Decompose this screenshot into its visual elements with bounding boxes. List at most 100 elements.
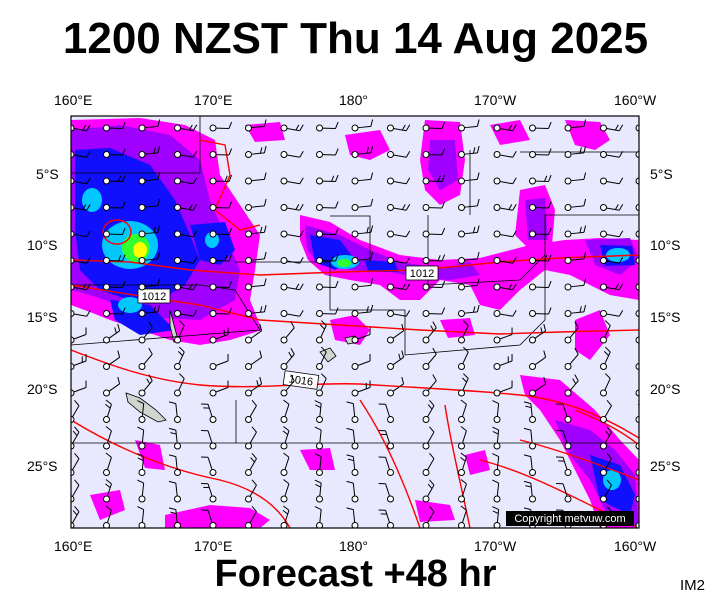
wind-station [564,151,572,158]
wind-station [529,257,536,264]
wind-barb-feather [430,325,435,332]
wind-station [103,522,110,528]
wind-barb-feather [122,121,126,129]
wind-barb-feather [472,226,476,233]
wind-station [138,522,146,528]
wind-barb-shaft [319,456,322,470]
wind-barb-shaft [606,234,620,238]
wind-barb-shaft [562,430,568,444]
wind-barb-shaft [570,205,584,208]
wind-station [600,389,607,397]
wind-station [71,310,75,317]
wind-barb-feather [122,201,126,209]
wind-barb-shaft [357,152,371,155]
wind-station [422,495,430,503]
wind-barb-feather [188,124,193,131]
wind-barb-shaft [604,351,611,364]
wind-barb-shaft [285,353,295,365]
wind-station [351,283,359,291]
wind-station [458,495,465,503]
wind-barb-shaft [562,404,568,417]
wind-barb-shaft [141,403,145,417]
wind-station [458,151,465,158]
wind-barb-shaft [73,260,87,264]
wind-station [71,495,75,503]
wind-barb-shaft [144,231,158,235]
wind-barb-shaft [286,154,300,158]
wind-station [458,389,465,397]
wind-barb-feather [460,505,467,511]
wind-barb-shaft [427,511,435,524]
wind-barb-feather [86,150,91,158]
wind-barb-feather [606,505,612,512]
wind-barb-feather [74,505,80,512]
wind-barb-shaft [352,483,356,497]
wind-station [71,522,75,528]
wind-barb-feather [86,230,91,238]
lon-label-bottom-160e: 160°E [54,538,93,554]
wind-barb-feather [192,283,198,291]
wind-barb-feather [655,202,658,208]
wind-barb-feather [228,227,233,235]
wind-barb-shaft [462,378,469,391]
wind-barb-feather [122,307,126,315]
wind-barb-shaft [207,483,213,497]
wind-barb-feather [366,306,369,313]
wind-station [316,283,323,291]
wind-barb-shaft [284,430,290,444]
copyright-box [506,511,634,526]
wind-station [635,124,639,132]
wind-station [280,442,288,450]
wind-station [174,389,181,397]
wind-barb-feather [472,306,476,313]
wind-barb-shaft [286,128,300,132]
wind-station [209,283,217,291]
wind-barb-feather [574,374,579,381]
wind-station [387,204,394,211]
wind-barb-shaft [392,356,404,366]
wind-barb-feather [605,430,610,436]
wind-station [316,495,323,503]
wind-barb-shaft [530,456,533,470]
wind-barb-shaft [393,181,407,185]
wind-barb-feather [523,480,531,484]
wind-barb-shaft [385,510,391,523]
wind-barb-shaft [464,152,478,155]
wind-barb-feather [441,148,446,156]
lon-label-top-180: 180° [339,92,368,108]
wind-barb-feather [117,323,121,331]
wind-barb-feather [137,457,144,462]
wind-barb-feather [168,401,176,405]
wind-station [529,416,536,423]
wind-barb-feather [192,230,198,238]
wind-station [458,469,465,476]
wind-station [600,177,607,185]
wind-station [529,363,536,370]
wind-station [635,230,639,238]
wind-barb-feather [148,321,153,328]
wind-station [71,416,75,423]
wind-station [493,230,501,238]
wind-barb-feather [583,198,587,206]
wind-barb-feather [492,400,499,405]
wind-barb-feather [460,399,467,405]
wind-station [387,230,394,238]
wind-station [564,416,572,423]
wind-barb-shaft [496,430,500,444]
wind-station [422,230,430,238]
wind-barb-shaft [499,181,513,185]
wind-barb-feather [432,321,437,328]
wind-barb-feather [346,480,354,484]
wind-barb-shaft [461,430,467,444]
wind-barb-feather [460,426,467,432]
wind-barb-shaft [496,509,500,523]
wind-station [635,336,639,344]
wind-station [493,204,501,211]
wind-barb-shaft [462,325,469,338]
wind-barb-shaft [604,458,612,471]
wind-station [600,336,607,344]
wind-barb-shaft [141,456,145,470]
wind-station [635,151,639,158]
wind-station [422,283,430,291]
fiji-land [319,347,337,363]
